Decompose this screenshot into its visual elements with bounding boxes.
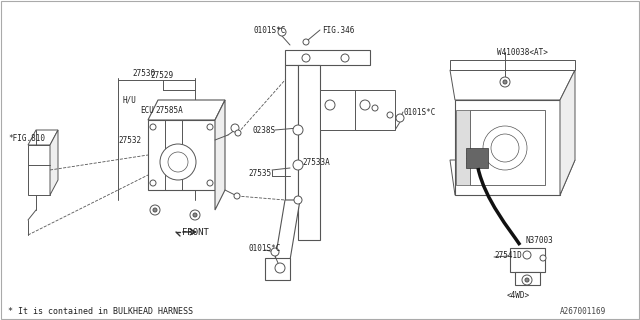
Text: 27530: 27530 bbox=[132, 68, 155, 77]
Polygon shape bbox=[320, 90, 380, 130]
Text: 27532: 27532 bbox=[118, 135, 141, 145]
Circle shape bbox=[360, 100, 370, 110]
Polygon shape bbox=[285, 50, 370, 65]
Circle shape bbox=[491, 134, 519, 162]
Text: 0238S: 0238S bbox=[252, 125, 275, 134]
Polygon shape bbox=[355, 90, 395, 130]
Circle shape bbox=[190, 210, 200, 220]
Circle shape bbox=[396, 114, 404, 122]
Circle shape bbox=[302, 54, 310, 62]
Circle shape bbox=[303, 39, 309, 45]
Circle shape bbox=[523, 251, 531, 259]
Text: <4WD>: <4WD> bbox=[506, 292, 529, 300]
Circle shape bbox=[150, 124, 156, 130]
Circle shape bbox=[193, 213, 197, 217]
Polygon shape bbox=[298, 65, 320, 240]
Circle shape bbox=[235, 130, 241, 136]
Polygon shape bbox=[265, 258, 290, 280]
Text: *FIG.810: *FIG.810 bbox=[8, 133, 45, 142]
Circle shape bbox=[278, 28, 286, 36]
Circle shape bbox=[168, 152, 188, 172]
Polygon shape bbox=[215, 100, 225, 210]
Text: 27541D: 27541D bbox=[494, 251, 522, 260]
Circle shape bbox=[293, 160, 303, 170]
Text: 0101S*C: 0101S*C bbox=[253, 26, 285, 35]
Polygon shape bbox=[275, 200, 300, 260]
Circle shape bbox=[525, 278, 529, 282]
Circle shape bbox=[160, 144, 196, 180]
Text: FIG.346: FIG.346 bbox=[322, 26, 355, 35]
Polygon shape bbox=[28, 130, 58, 145]
Text: FRONT: FRONT bbox=[182, 228, 209, 236]
Circle shape bbox=[522, 275, 532, 285]
Circle shape bbox=[540, 255, 546, 261]
Circle shape bbox=[153, 208, 157, 212]
Text: H/U: H/U bbox=[122, 95, 136, 105]
Circle shape bbox=[234, 193, 240, 199]
Circle shape bbox=[271, 248, 279, 256]
Text: A267001169: A267001169 bbox=[560, 308, 606, 316]
Polygon shape bbox=[455, 100, 560, 195]
Text: 27533A: 27533A bbox=[302, 157, 330, 166]
Text: 27535: 27535 bbox=[248, 169, 271, 178]
Circle shape bbox=[325, 100, 335, 110]
Bar bbox=[466, 148, 488, 168]
Circle shape bbox=[500, 77, 510, 87]
Circle shape bbox=[294, 196, 302, 204]
Polygon shape bbox=[28, 145, 50, 195]
Polygon shape bbox=[470, 110, 545, 185]
Circle shape bbox=[503, 80, 507, 84]
Circle shape bbox=[150, 205, 160, 215]
Polygon shape bbox=[285, 65, 298, 200]
Circle shape bbox=[207, 124, 213, 130]
Circle shape bbox=[483, 126, 527, 170]
Polygon shape bbox=[510, 248, 545, 272]
Text: * It is contained in BULKHEAD HARNESS: * It is contained in BULKHEAD HARNESS bbox=[8, 308, 193, 316]
Text: 27529: 27529 bbox=[150, 70, 173, 79]
Polygon shape bbox=[456, 110, 470, 185]
Polygon shape bbox=[515, 272, 540, 285]
Circle shape bbox=[387, 112, 393, 118]
Polygon shape bbox=[50, 130, 58, 195]
Polygon shape bbox=[148, 120, 215, 190]
Text: N37003: N37003 bbox=[525, 236, 553, 244]
Circle shape bbox=[372, 105, 378, 111]
Circle shape bbox=[341, 54, 349, 62]
Text: 0101S*C: 0101S*C bbox=[403, 108, 435, 116]
Text: 27585A: 27585A bbox=[155, 106, 183, 115]
Polygon shape bbox=[450, 60, 575, 70]
Circle shape bbox=[275, 263, 285, 273]
Polygon shape bbox=[450, 160, 575, 195]
Text: ECU: ECU bbox=[140, 106, 154, 115]
Text: 0101S*C: 0101S*C bbox=[248, 244, 280, 252]
Circle shape bbox=[150, 180, 156, 186]
Polygon shape bbox=[560, 70, 575, 195]
Polygon shape bbox=[450, 70, 575, 100]
Polygon shape bbox=[148, 100, 225, 120]
Circle shape bbox=[207, 180, 213, 186]
Circle shape bbox=[293, 125, 303, 135]
Circle shape bbox=[231, 124, 239, 132]
Text: W410038<AT>: W410038<AT> bbox=[497, 47, 548, 57]
